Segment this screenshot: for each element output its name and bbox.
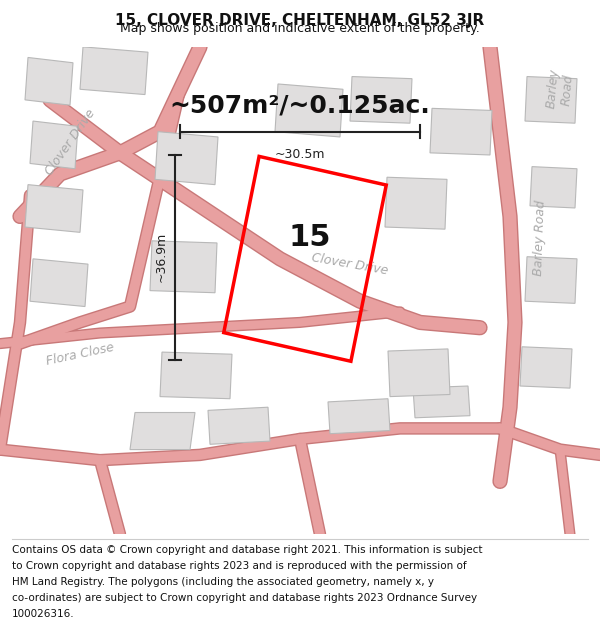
Text: 15: 15 xyxy=(289,223,331,252)
Polygon shape xyxy=(350,76,412,123)
Polygon shape xyxy=(520,347,572,388)
Text: Clover Drive: Clover Drive xyxy=(311,251,389,278)
Polygon shape xyxy=(328,399,390,434)
Polygon shape xyxy=(385,177,447,229)
Polygon shape xyxy=(150,241,217,292)
Text: Flora Close: Flora Close xyxy=(45,341,115,367)
Text: ~36.9m: ~36.9m xyxy=(155,232,167,282)
Polygon shape xyxy=(25,58,73,105)
Text: co-ordinates) are subject to Crown copyright and database rights 2023 Ordnance S: co-ordinates) are subject to Crown copyr… xyxy=(12,593,477,603)
Text: ~507m²/~0.125ac.: ~507m²/~0.125ac. xyxy=(170,93,430,117)
Text: to Crown copyright and database rights 2023 and is reproduced with the permissio: to Crown copyright and database rights 2… xyxy=(12,561,467,571)
Text: 15, CLOVER DRIVE, CHELTENHAM, GL52 3JR: 15, CLOVER DRIVE, CHELTENHAM, GL52 3JR xyxy=(115,13,485,28)
Polygon shape xyxy=(80,47,148,94)
Text: Contains OS data © Crown copyright and database right 2021. This information is : Contains OS data © Crown copyright and d… xyxy=(12,545,482,555)
Polygon shape xyxy=(208,408,270,444)
Text: ~30.5m: ~30.5m xyxy=(275,148,325,161)
Polygon shape xyxy=(130,412,195,449)
Text: Clover Drive: Clover Drive xyxy=(43,107,98,178)
Polygon shape xyxy=(530,167,577,208)
Text: Barley Road: Barley Road xyxy=(532,199,548,276)
Text: Barley
Road: Barley Road xyxy=(544,68,575,111)
Text: Map shows position and indicative extent of the property.: Map shows position and indicative extent… xyxy=(120,22,480,35)
Polygon shape xyxy=(525,76,577,123)
Polygon shape xyxy=(275,84,343,137)
Polygon shape xyxy=(413,386,470,418)
Polygon shape xyxy=(388,349,450,397)
Text: HM Land Registry. The polygons (including the associated geometry, namely x, y: HM Land Registry. The polygons (includin… xyxy=(12,577,434,587)
Text: 100026316.: 100026316. xyxy=(12,609,74,619)
Polygon shape xyxy=(160,352,232,399)
Polygon shape xyxy=(30,121,78,169)
Polygon shape xyxy=(430,108,492,155)
Polygon shape xyxy=(30,259,88,306)
Polygon shape xyxy=(155,132,218,184)
Polygon shape xyxy=(525,257,577,303)
Polygon shape xyxy=(25,184,83,232)
